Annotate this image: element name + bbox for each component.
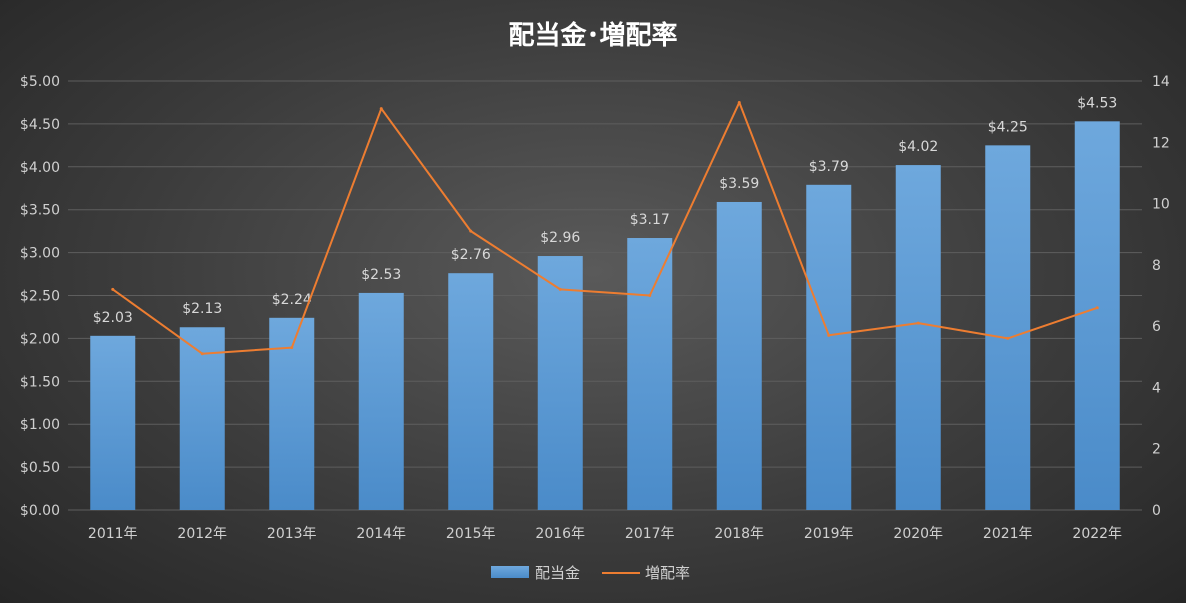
bar-data-label: $2.03 bbox=[93, 310, 133, 326]
bar bbox=[985, 145, 1031, 510]
line-point bbox=[1006, 336, 1010, 340]
right-tick-label: 4 bbox=[1152, 380, 1161, 396]
bar-data-label: $2.24 bbox=[272, 292, 312, 308]
x-tick-label: 2016年 bbox=[535, 526, 585, 542]
bar-data-label: $2.96 bbox=[540, 230, 580, 246]
left-tick-label: $0.50 bbox=[20, 460, 60, 476]
line-point bbox=[827, 333, 831, 337]
chart-title: 配当金･増配率 bbox=[508, 20, 677, 51]
right-tick-label: 10 bbox=[1152, 197, 1170, 213]
line-point bbox=[1095, 306, 1099, 310]
bar-data-label: $3.79 bbox=[809, 159, 849, 175]
bar bbox=[358, 292, 404, 510]
right-tick-label: 2 bbox=[1152, 442, 1161, 458]
bar-data-label: $3.17 bbox=[630, 212, 670, 228]
left-tick-label: $0.00 bbox=[20, 503, 60, 519]
x-tick-label: 2018年 bbox=[714, 526, 764, 542]
bar-data-label: $4.53 bbox=[1077, 95, 1117, 111]
x-tick-label: 2020年 bbox=[893, 526, 943, 542]
bar bbox=[627, 238, 673, 510]
line-point bbox=[558, 287, 562, 291]
bar bbox=[895, 165, 941, 511]
line-point bbox=[737, 100, 741, 104]
right-tick-label: 12 bbox=[1152, 135, 1170, 151]
line-point bbox=[200, 352, 204, 356]
x-tick-label: 2019年 bbox=[804, 526, 854, 542]
bar-data-label: $2.76 bbox=[451, 247, 491, 263]
bar bbox=[448, 273, 494, 510]
left-tick-label: $2.00 bbox=[20, 331, 60, 347]
line-point bbox=[916, 321, 920, 325]
right-y-axis: 0 2 4 6 8 10 12 14 bbox=[1152, 74, 1170, 519]
bar-data-label: $2.53 bbox=[361, 267, 401, 283]
x-tick-label: 2022年 bbox=[1072, 526, 1122, 542]
bar bbox=[1074, 121, 1120, 511]
bar-data-label: $4.25 bbox=[988, 119, 1028, 135]
left-tick-label: $5.00 bbox=[20, 74, 60, 90]
line-path bbox=[112, 101, 1098, 355]
bar-data-label: $3.59 bbox=[719, 176, 759, 192]
x-tick-label: 2015年 bbox=[446, 526, 496, 542]
left-tick-label: $4.00 bbox=[20, 160, 60, 176]
bar bbox=[179, 327, 225, 510]
right-tick-label: 14 bbox=[1152, 74, 1170, 90]
legend-bar-swatch bbox=[491, 566, 529, 578]
left-tick-label: $3.00 bbox=[20, 246, 60, 262]
x-tick-label: 2021年 bbox=[983, 526, 1033, 542]
left-tick-label: $4.50 bbox=[20, 117, 60, 133]
left-tick-label: $2.50 bbox=[20, 289, 60, 305]
x-tick-label: 2017年 bbox=[625, 526, 675, 542]
x-axis: 2011年 2012年 2013年 2014年 2015年 2016年 2017年 2018年… bbox=[88, 526, 1122, 542]
bar bbox=[806, 184, 852, 510]
x-tick-label: 2013年 bbox=[267, 526, 317, 542]
line-point bbox=[379, 107, 383, 111]
line-point bbox=[290, 346, 294, 350]
line-series bbox=[111, 100, 1099, 356]
bar-series: $2.03 $2.13 $2.24 $2.53 $2.76 $2.96 $3.17 $3.59… bbox=[90, 95, 1120, 511]
legend: 配当金 増配率 bbox=[491, 564, 690, 582]
x-tick-label: 2012年 bbox=[177, 526, 227, 542]
line-point bbox=[469, 229, 473, 233]
legend-bar-label: 配当金 bbox=[535, 564, 580, 582]
line-point bbox=[111, 287, 115, 291]
x-tick-label: 2011年 bbox=[88, 526, 138, 542]
right-tick-label: 6 bbox=[1152, 319, 1161, 335]
bar-data-label: $4.02 bbox=[898, 139, 938, 155]
bar bbox=[90, 335, 136, 510]
bar bbox=[269, 317, 315, 510]
line-point bbox=[648, 294, 652, 297]
bar bbox=[537, 256, 583, 510]
left-tick-label: $1.50 bbox=[20, 374, 60, 390]
bar-data-label: $2.13 bbox=[182, 301, 222, 317]
left-tick-label: $3.50 bbox=[20, 203, 60, 219]
x-tick-label: 2014年 bbox=[356, 526, 406, 542]
left-y-axis: $0.00 $0.50 $1.00 $1.50 $2.00 $2.50 $3.00 $3.50… bbox=[20, 74, 60, 519]
left-tick-label: $1.00 bbox=[20, 417, 60, 433]
right-tick-label: 8 bbox=[1152, 258, 1161, 274]
bar bbox=[716, 201, 762, 510]
gridlines bbox=[68, 80, 1142, 511]
legend-line-label: 増配率 bbox=[645, 564, 690, 582]
right-tick-label: 0 bbox=[1152, 503, 1161, 519]
